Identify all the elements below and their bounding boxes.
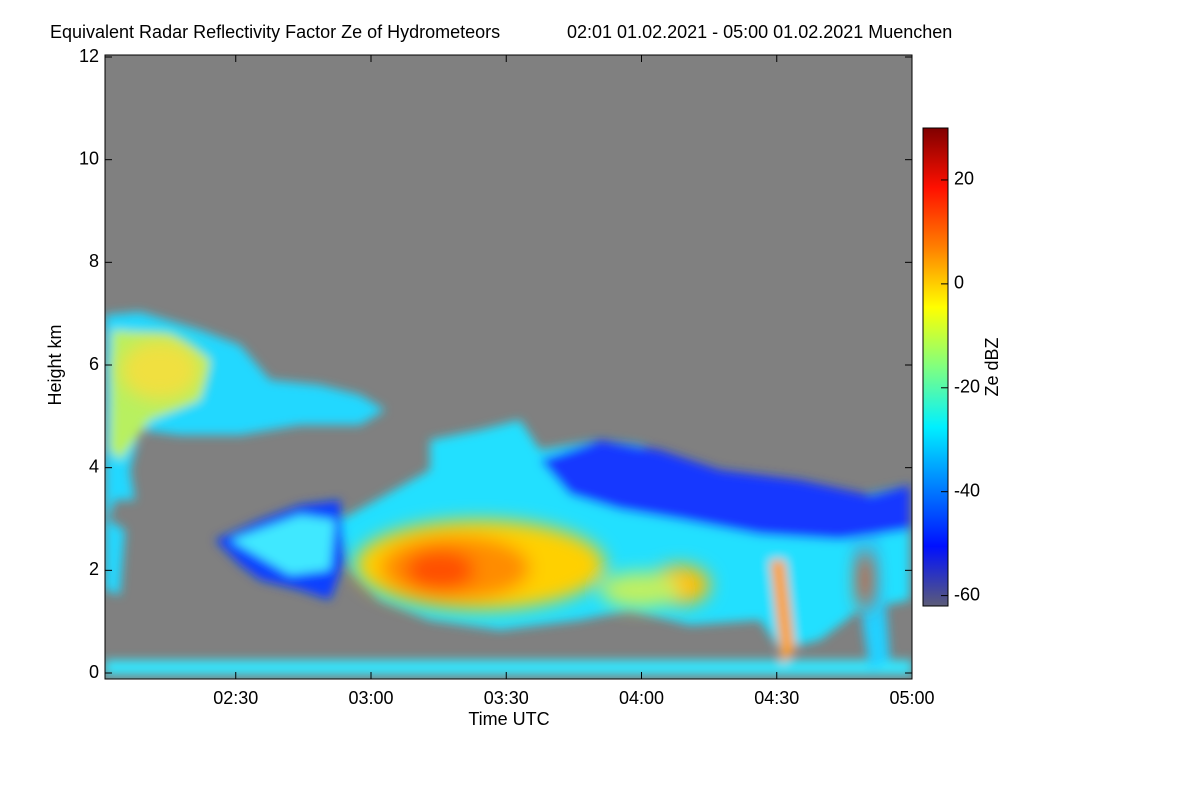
- y-axis-label: Height km: [45, 324, 65, 405]
- chart-subtitle: 02:01 01.02.2021 - 05:00 01.02.2021 Muen…: [567, 22, 952, 42]
- x-tick-label: 05:00: [889, 688, 934, 708]
- colorbar-tick-label: -60: [954, 584, 980, 604]
- y-tick-label: 4: [89, 456, 99, 476]
- x-tick-label: 03:30: [484, 688, 529, 708]
- y-tick-label: 0: [89, 662, 99, 682]
- x-tick-label: 02:30: [213, 688, 258, 708]
- colorbar-label: Ze dBZ: [982, 337, 1002, 396]
- y-tick-label: 10: [79, 148, 99, 168]
- reflectivity-field: [105, 312, 912, 675]
- y-tick-label: 6: [89, 354, 99, 374]
- x-tick-label: 04:00: [619, 688, 664, 708]
- y-tick-label: 12: [79, 46, 99, 66]
- chart-title: Equivalent Radar Reflectivity Factor Ze …: [50, 22, 500, 42]
- colorbar-tick-label: -40: [954, 480, 980, 500]
- x-tick-label: 04:30: [754, 688, 799, 708]
- y-tick-label: 8: [89, 251, 99, 271]
- x-axis-label: Time UTC: [468, 709, 549, 729]
- colorbar-tick-label: -20: [954, 377, 980, 397]
- plot-frame: [104, 54, 913, 680]
- x-tick-label: 03:00: [348, 688, 393, 708]
- colorbar-tick-label: 20: [954, 169, 974, 189]
- colorbar: [922, 127, 949, 607]
- colorbar-tick-label: 0: [954, 273, 964, 293]
- y-tick-label: 2: [89, 559, 99, 579]
